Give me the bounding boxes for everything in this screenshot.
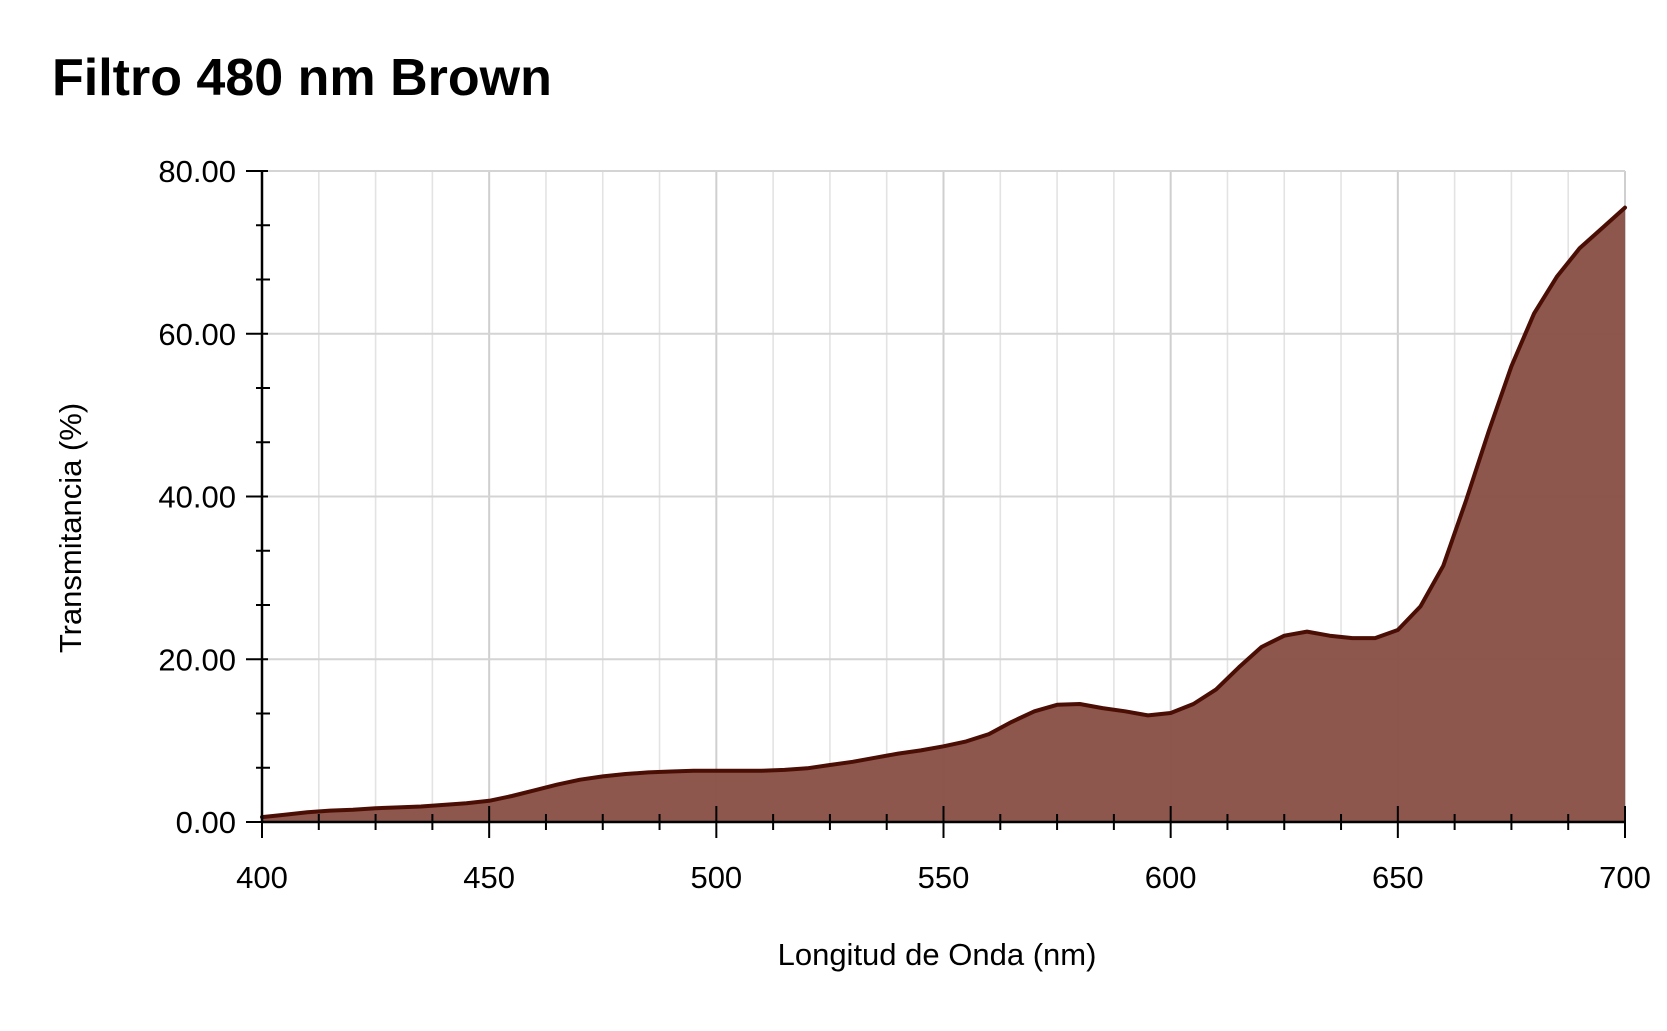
y-tick-label: 20.00 [158, 642, 236, 677]
x-tick-label: 550 [918, 860, 970, 895]
data-area-layer [260, 205, 1627, 823]
series-area [262, 207, 1625, 823]
chart-title: Filtro 480 nm Brown [52, 49, 552, 107]
y-tick-label: 40.00 [158, 480, 236, 515]
y-tick-label: 80.00 [158, 154, 236, 189]
y-tick-label: 60.00 [158, 317, 236, 352]
x-axis-title: Longitud de Onda (nm) [778, 937, 1097, 972]
y-tick-label: 0.00 [176, 805, 236, 840]
tick-labels: 400 450 500 550 600 650 700 0.00 20.00 40.00 60.00… [158, 154, 1650, 895]
series-line [260, 205, 1627, 820]
x-tick-label: 600 [1145, 860, 1197, 895]
x-tick-label: 450 [463, 860, 515, 895]
x-tick-label: 500 [690, 860, 742, 895]
x-tick-label: 700 [1599, 860, 1651, 895]
axes [246, 170, 1626, 838]
x-tick-label: 400 [236, 860, 288, 895]
y-axis-title: Transmitancia (%) [53, 403, 88, 653]
x-tick-label: 650 [1372, 860, 1424, 895]
